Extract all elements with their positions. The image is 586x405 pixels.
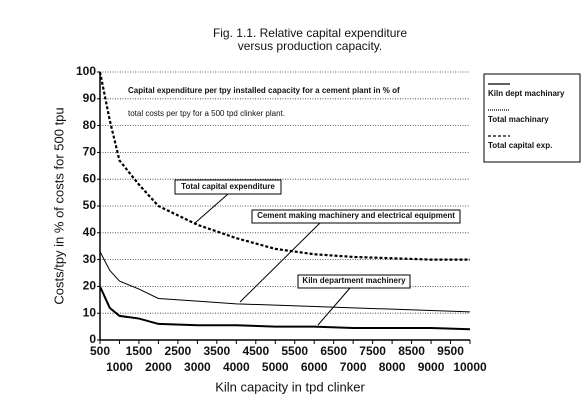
x-tick-label: 5500 (281, 344, 308, 358)
legend-label: Kiln dept machinary (488, 89, 565, 98)
x-tick-label: 7000 (340, 360, 367, 374)
x-tick-label: 9000 (418, 360, 445, 374)
note-box (251, 209, 461, 224)
y-axis-label: Costs/tpy in % of costs for 500 tpu (51, 107, 66, 304)
legend-label: Total capital exp. (488, 141, 552, 150)
y-tick-label: 50 (83, 198, 97, 212)
x-tick-label: 7500 (359, 344, 386, 358)
y-tick-label: 80 (83, 118, 97, 132)
x-tick-label: 8500 (398, 344, 425, 358)
y-tick-label: 70 (83, 145, 97, 159)
note-box (297, 274, 411, 289)
leader-line (194, 193, 229, 224)
annotation: total costs per tpy for a 500 tpd clinke… (128, 109, 285, 118)
x-tick-label: 2000 (145, 360, 172, 374)
y-tick-label: 60 (83, 171, 97, 185)
x-tick-label: 5000 (262, 360, 289, 374)
y-tick-label: 90 (83, 91, 97, 105)
x-tick-label: 9500 (437, 344, 464, 358)
x-tick-label: 6000 (301, 360, 328, 374)
x-tick-label: 4500 (242, 344, 269, 358)
x-tick-label: 10000 (453, 360, 487, 374)
x-tick-label: 4000 (223, 360, 250, 374)
x-tick-label: 8000 (379, 360, 406, 374)
y-tick-label: 40 (83, 225, 97, 239)
x-tick-label: 2500 (165, 344, 192, 358)
legend-label: Total machinary (488, 115, 549, 124)
leader-line (239, 222, 321, 303)
annotation: Total capital expenditure (181, 182, 275, 191)
x-tick-label: 1500 (126, 344, 153, 358)
x-axis-label: Kiln capacity in tpd clinker (215, 379, 365, 394)
x-tick-label: 1000 (106, 360, 133, 374)
x-tick-label: 3000 (184, 360, 211, 374)
x-tick-label: 6500 (320, 344, 347, 358)
x-tick-label: 3500 (203, 344, 230, 358)
annotation: Capital expenditure per tpy installed ca… (128, 86, 400, 95)
leader-line (317, 287, 351, 326)
y-tick-label: 20 (83, 279, 97, 293)
chart-subtitle: versus production capacity. (238, 39, 383, 53)
chart-title: Fig. 1.1. Relative capital expenditure (213, 26, 407, 40)
y-tick-label: 10 (83, 305, 97, 319)
annotation: Cement making machinery and electrical e… (257, 211, 455, 220)
x-tick-label: 500 (90, 344, 110, 358)
y-tick-label: 0 (89, 332, 96, 346)
series-line (99, 251, 471, 313)
y-tick-label: 100 (76, 64, 96, 78)
annotation: Kiln department machinery (302, 276, 406, 285)
legend-box (483, 73, 581, 163)
series-line (99, 285, 471, 331)
y-tick-label: 30 (83, 252, 97, 266)
series-line (98, 71, 470, 261)
